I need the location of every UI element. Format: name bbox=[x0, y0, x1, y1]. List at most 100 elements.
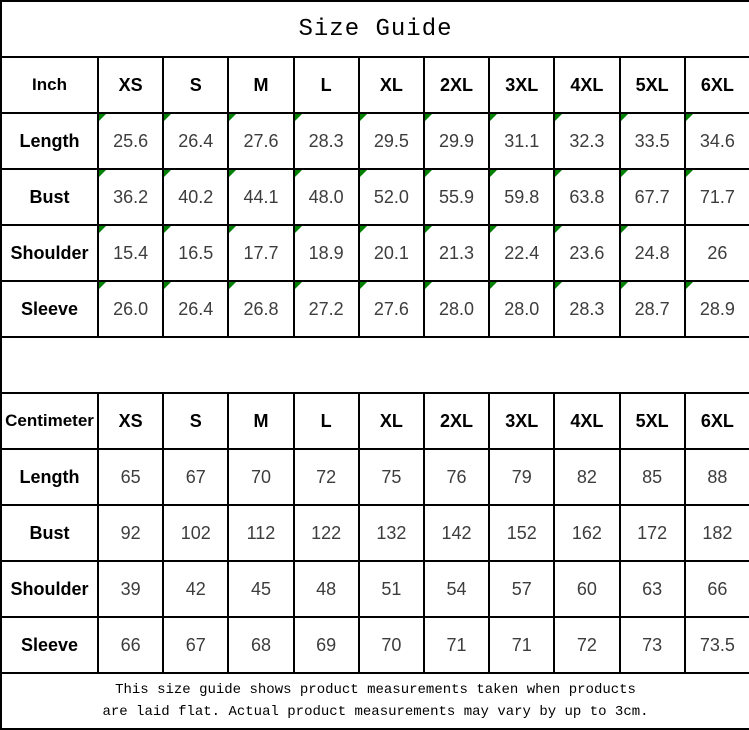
measurement-value: 70 bbox=[250, 466, 271, 487]
measurement-value: 16.5 bbox=[178, 242, 214, 263]
green-triangle-icon bbox=[100, 227, 106, 233]
table-row: Shoulder 15.4 16.5 17.7 18.9 20.1 21.3 22.4 23.6… bbox=[0, 224, 749, 282]
row-label-cell: Sleeve bbox=[0, 280, 99, 338]
size-header-cell: 3XL bbox=[488, 56, 556, 114]
value-cell: 52.0 bbox=[357, 168, 425, 226]
measurement-value: 54 bbox=[446, 578, 467, 599]
measurement-value: 32.3 bbox=[569, 130, 605, 151]
measurement-value: 28.3 bbox=[308, 130, 344, 151]
measurement-value: 27.6 bbox=[373, 298, 409, 319]
page-title: Size Guide bbox=[0, 0, 749, 58]
table-row: Sleeve 26.0 26.4 26.8 27.2 27.6 28.0 28.0 28.3 28… bbox=[0, 280, 749, 338]
value-cell: 75 bbox=[357, 448, 425, 506]
table-row: Length 65 67 70 72 75 76 79 82 85 88 bbox=[0, 448, 749, 506]
value-cell: 63.8 bbox=[553, 168, 621, 226]
value-cell: 21.3 bbox=[422, 224, 491, 282]
row-label-cell: Length bbox=[0, 448, 99, 506]
green-triangle-icon bbox=[686, 171, 693, 177]
green-triangle-icon bbox=[230, 227, 237, 233]
value-cell: 71 bbox=[422, 616, 491, 674]
value-cell: 67 bbox=[162, 616, 230, 674]
measurement-value: 55.9 bbox=[439, 186, 475, 207]
measurement-value: 27.6 bbox=[243, 130, 279, 151]
measurement-value: 70 bbox=[381, 634, 402, 655]
value-cell: 71.7 bbox=[683, 168, 749, 226]
measurement-value: 48.0 bbox=[308, 186, 344, 207]
row-label-cell: Shoulder bbox=[0, 560, 99, 618]
value-cell: 68 bbox=[227, 616, 295, 674]
measurement-value: 26.4 bbox=[178, 130, 214, 151]
measurement-value: 67 bbox=[185, 466, 206, 487]
size-header-cell: S bbox=[162, 392, 230, 450]
measurement-value: 26.4 bbox=[178, 298, 214, 319]
measurement-value: 28.0 bbox=[504, 298, 540, 319]
value-cell: 26.4 bbox=[162, 112, 230, 170]
measurement-value: 63.8 bbox=[569, 186, 605, 207]
table-row: Shoulder 39 42 45 48 51 54 57 60 63 66 bbox=[0, 560, 749, 618]
table-gap bbox=[0, 336, 749, 394]
measurement-value: 172 bbox=[637, 522, 668, 543]
measurement-value: 182 bbox=[702, 522, 733, 543]
value-cell: 31.1 bbox=[488, 112, 556, 170]
size-header-cell: 4XL bbox=[553, 56, 621, 114]
value-cell: 26.4 bbox=[162, 280, 230, 338]
size-header-cell: L bbox=[292, 392, 360, 450]
green-triangle-icon bbox=[621, 115, 628, 121]
measurement-value: 122 bbox=[311, 522, 342, 543]
row-label-cell: Bust bbox=[0, 504, 99, 562]
size-header-cell: 3XL bbox=[488, 392, 556, 450]
value-cell: 28.7 bbox=[618, 280, 686, 338]
table-row: Inch XS S M L XL 2XL 3XL 4XL 5XL 6XL bbox=[0, 56, 749, 114]
value-cell: 16.5 bbox=[162, 224, 230, 282]
value-cell: 26.0 bbox=[96, 280, 165, 338]
measurement-value: 26.8 bbox=[243, 298, 279, 319]
table-row: This size guide shows product measuremen… bbox=[0, 672, 749, 730]
value-cell: 66 bbox=[96, 616, 165, 674]
value-cell: 63 bbox=[618, 560, 686, 618]
green-triangle-icon bbox=[100, 115, 106, 121]
green-triangle-icon bbox=[621, 283, 628, 289]
measurement-value: 73 bbox=[642, 634, 663, 655]
value-cell: 32.3 bbox=[553, 112, 621, 170]
measurement-value: 92 bbox=[120, 522, 141, 543]
measurement-value: 24.8 bbox=[634, 242, 670, 263]
value-cell: 34.6 bbox=[683, 112, 749, 170]
value-cell: 51 bbox=[357, 560, 425, 618]
measurement-value: 15.4 bbox=[113, 242, 149, 263]
green-triangle-icon bbox=[556, 283, 563, 289]
measurement-value: 23.6 bbox=[569, 242, 605, 263]
measurement-value: 60 bbox=[576, 578, 597, 599]
value-cell: 85 bbox=[618, 448, 686, 506]
measurement-value: 27.2 bbox=[308, 298, 344, 319]
size-header-cell: 4XL bbox=[553, 392, 621, 450]
value-cell: 88 bbox=[683, 448, 749, 506]
size-header-cell: XS bbox=[96, 392, 165, 450]
measurement-value: 71 bbox=[446, 634, 467, 655]
green-triangle-icon bbox=[295, 115, 302, 121]
value-cell: 76 bbox=[422, 448, 491, 506]
value-cell: 70 bbox=[227, 448, 295, 506]
measurement-value: 44.1 bbox=[243, 186, 279, 207]
size-header-cell: 2XL bbox=[422, 392, 491, 450]
value-cell: 67.7 bbox=[618, 168, 686, 226]
measurement-value: 39 bbox=[120, 578, 141, 599]
measurement-value: 69 bbox=[316, 634, 337, 655]
value-cell: 69 bbox=[292, 616, 360, 674]
measurement-value: 20.1 bbox=[373, 242, 409, 263]
measurement-value: 79 bbox=[511, 466, 532, 487]
value-cell: 60 bbox=[553, 560, 621, 618]
green-triangle-icon bbox=[360, 227, 367, 233]
measurement-value: 42 bbox=[185, 578, 206, 599]
measurement-value: 26.0 bbox=[113, 298, 149, 319]
measurement-value: 25.6 bbox=[113, 130, 149, 151]
measurement-value: 152 bbox=[506, 522, 537, 543]
value-cell: 72 bbox=[553, 616, 621, 674]
measurement-value: 18.9 bbox=[308, 242, 344, 263]
value-cell: 59.8 bbox=[488, 168, 556, 226]
value-cell: 70 bbox=[357, 616, 425, 674]
value-cell: 48.0 bbox=[292, 168, 360, 226]
measurement-value: 22.4 bbox=[504, 242, 540, 263]
measurement-value: 33.5 bbox=[634, 130, 670, 151]
value-cell: 66 bbox=[683, 560, 749, 618]
